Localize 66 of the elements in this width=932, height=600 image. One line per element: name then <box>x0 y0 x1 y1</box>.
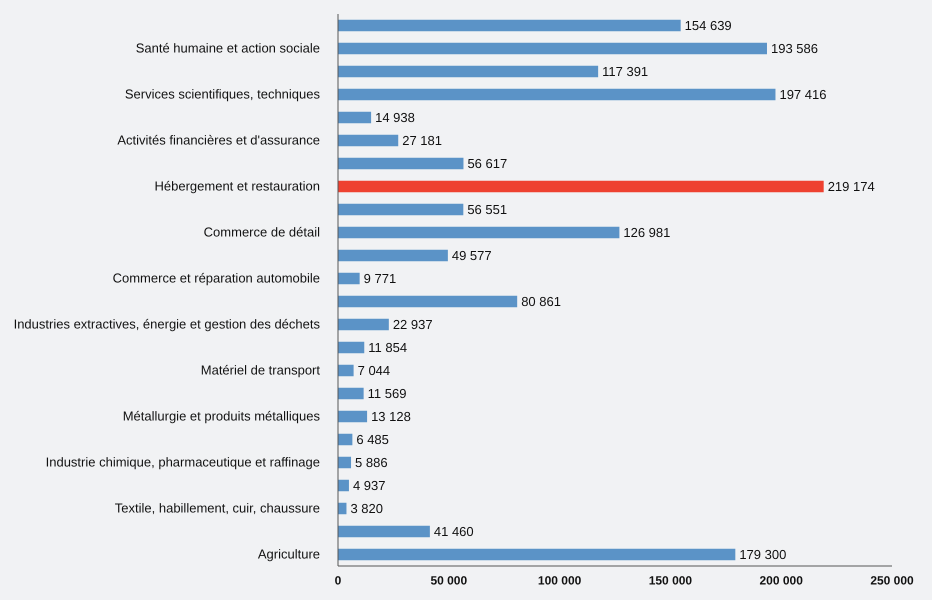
data-label: 80 861 <box>521 294 561 310</box>
data-label: 49 577 <box>452 248 492 264</box>
y-tick-label: Activités financières et d'assurance <box>117 132 320 148</box>
bar <box>338 112 372 124</box>
data-label: 11 569 <box>368 386 406 402</box>
bar <box>338 180 824 192</box>
bar <box>338 434 352 446</box>
bar <box>338 410 368 422</box>
bar <box>338 364 354 376</box>
bar <box>338 456 352 468</box>
bar <box>338 502 346 514</box>
data-label: 193 586 <box>770 41 818 56</box>
data-label: 154 639 <box>684 18 732 34</box>
bar <box>338 158 464 170</box>
bar <box>338 250 448 262</box>
bar <box>338 548 736 560</box>
y-tick-label: Commerce et réparation automobile <box>112 270 320 286</box>
data-label: 197 416 <box>779 87 826 102</box>
data-label: 9 771 <box>364 271 396 286</box>
bar <box>338 388 364 400</box>
bar <box>338 342 364 354</box>
bar <box>338 42 767 54</box>
x-tick-label: 250 000 <box>870 574 914 588</box>
data-label: 7 044 <box>358 363 390 378</box>
x-tick-label: 150 000 <box>648 574 692 588</box>
data-label: 219 174 <box>828 179 875 194</box>
y-tick-label: Industries extractives, énergie et gestion des déchets <box>14 316 320 332</box>
bar <box>338 296 518 308</box>
x-tick-label: 200 000 <box>760 574 804 588</box>
bar <box>338 226 620 238</box>
y-tick-label: Textile, habillement, cuir, chaussure <box>114 500 320 516</box>
x-tick-label: 100 000 <box>538 574 582 588</box>
bar <box>338 204 464 216</box>
data-label: 11 854 <box>368 340 408 356</box>
data-label: 179 300 <box>739 547 786 562</box>
bar <box>338 480 349 492</box>
bar <box>338 526 430 538</box>
data-label: 22 937 <box>392 317 433 332</box>
y-tick-label: Hébergement et restauration <box>154 178 320 194</box>
data-label: 56 551 <box>467 202 508 218</box>
y-tick-label: Services scientifiques, techniques <box>124 86 320 102</box>
y-tick-label: Santé humaine et action sociale <box>136 40 320 56</box>
data-label: 56 617 <box>467 156 508 172</box>
data-label: 14 938 <box>375 110 415 126</box>
data-label: 126 981 <box>623 225 670 240</box>
bar <box>338 66 598 78</box>
x-tick-label: 0 <box>334 574 342 588</box>
data-label: 4 937 <box>352 478 386 494</box>
bar <box>338 272 360 284</box>
bar <box>338 20 681 32</box>
data-label: 3 820 <box>350 501 384 516</box>
y-tick-label: Industrie chimique, pharmaceutique et raffinage <box>46 454 320 470</box>
y-tick-label: Métallurgie et produits métalliques <box>122 408 320 424</box>
bar <box>338 318 389 330</box>
data-label: 6 485 <box>356 432 389 448</box>
x-tick-label: 50 000 <box>430 574 468 588</box>
data-label: 27 181 <box>402 133 442 148</box>
bar <box>338 134 398 146</box>
data-label: 41 460 <box>434 524 474 540</box>
data-label: 5 886 <box>355 455 388 470</box>
bar <box>338 88 776 100</box>
y-tick-label: Matériel de transport <box>200 362 320 378</box>
y-tick-label: Commerce de détail <box>204 224 320 240</box>
y-tick-label: Agriculture <box>258 546 320 562</box>
data-label: 117 391 <box>602 64 648 80</box>
data-label: 13 128 <box>371 409 411 424</box>
